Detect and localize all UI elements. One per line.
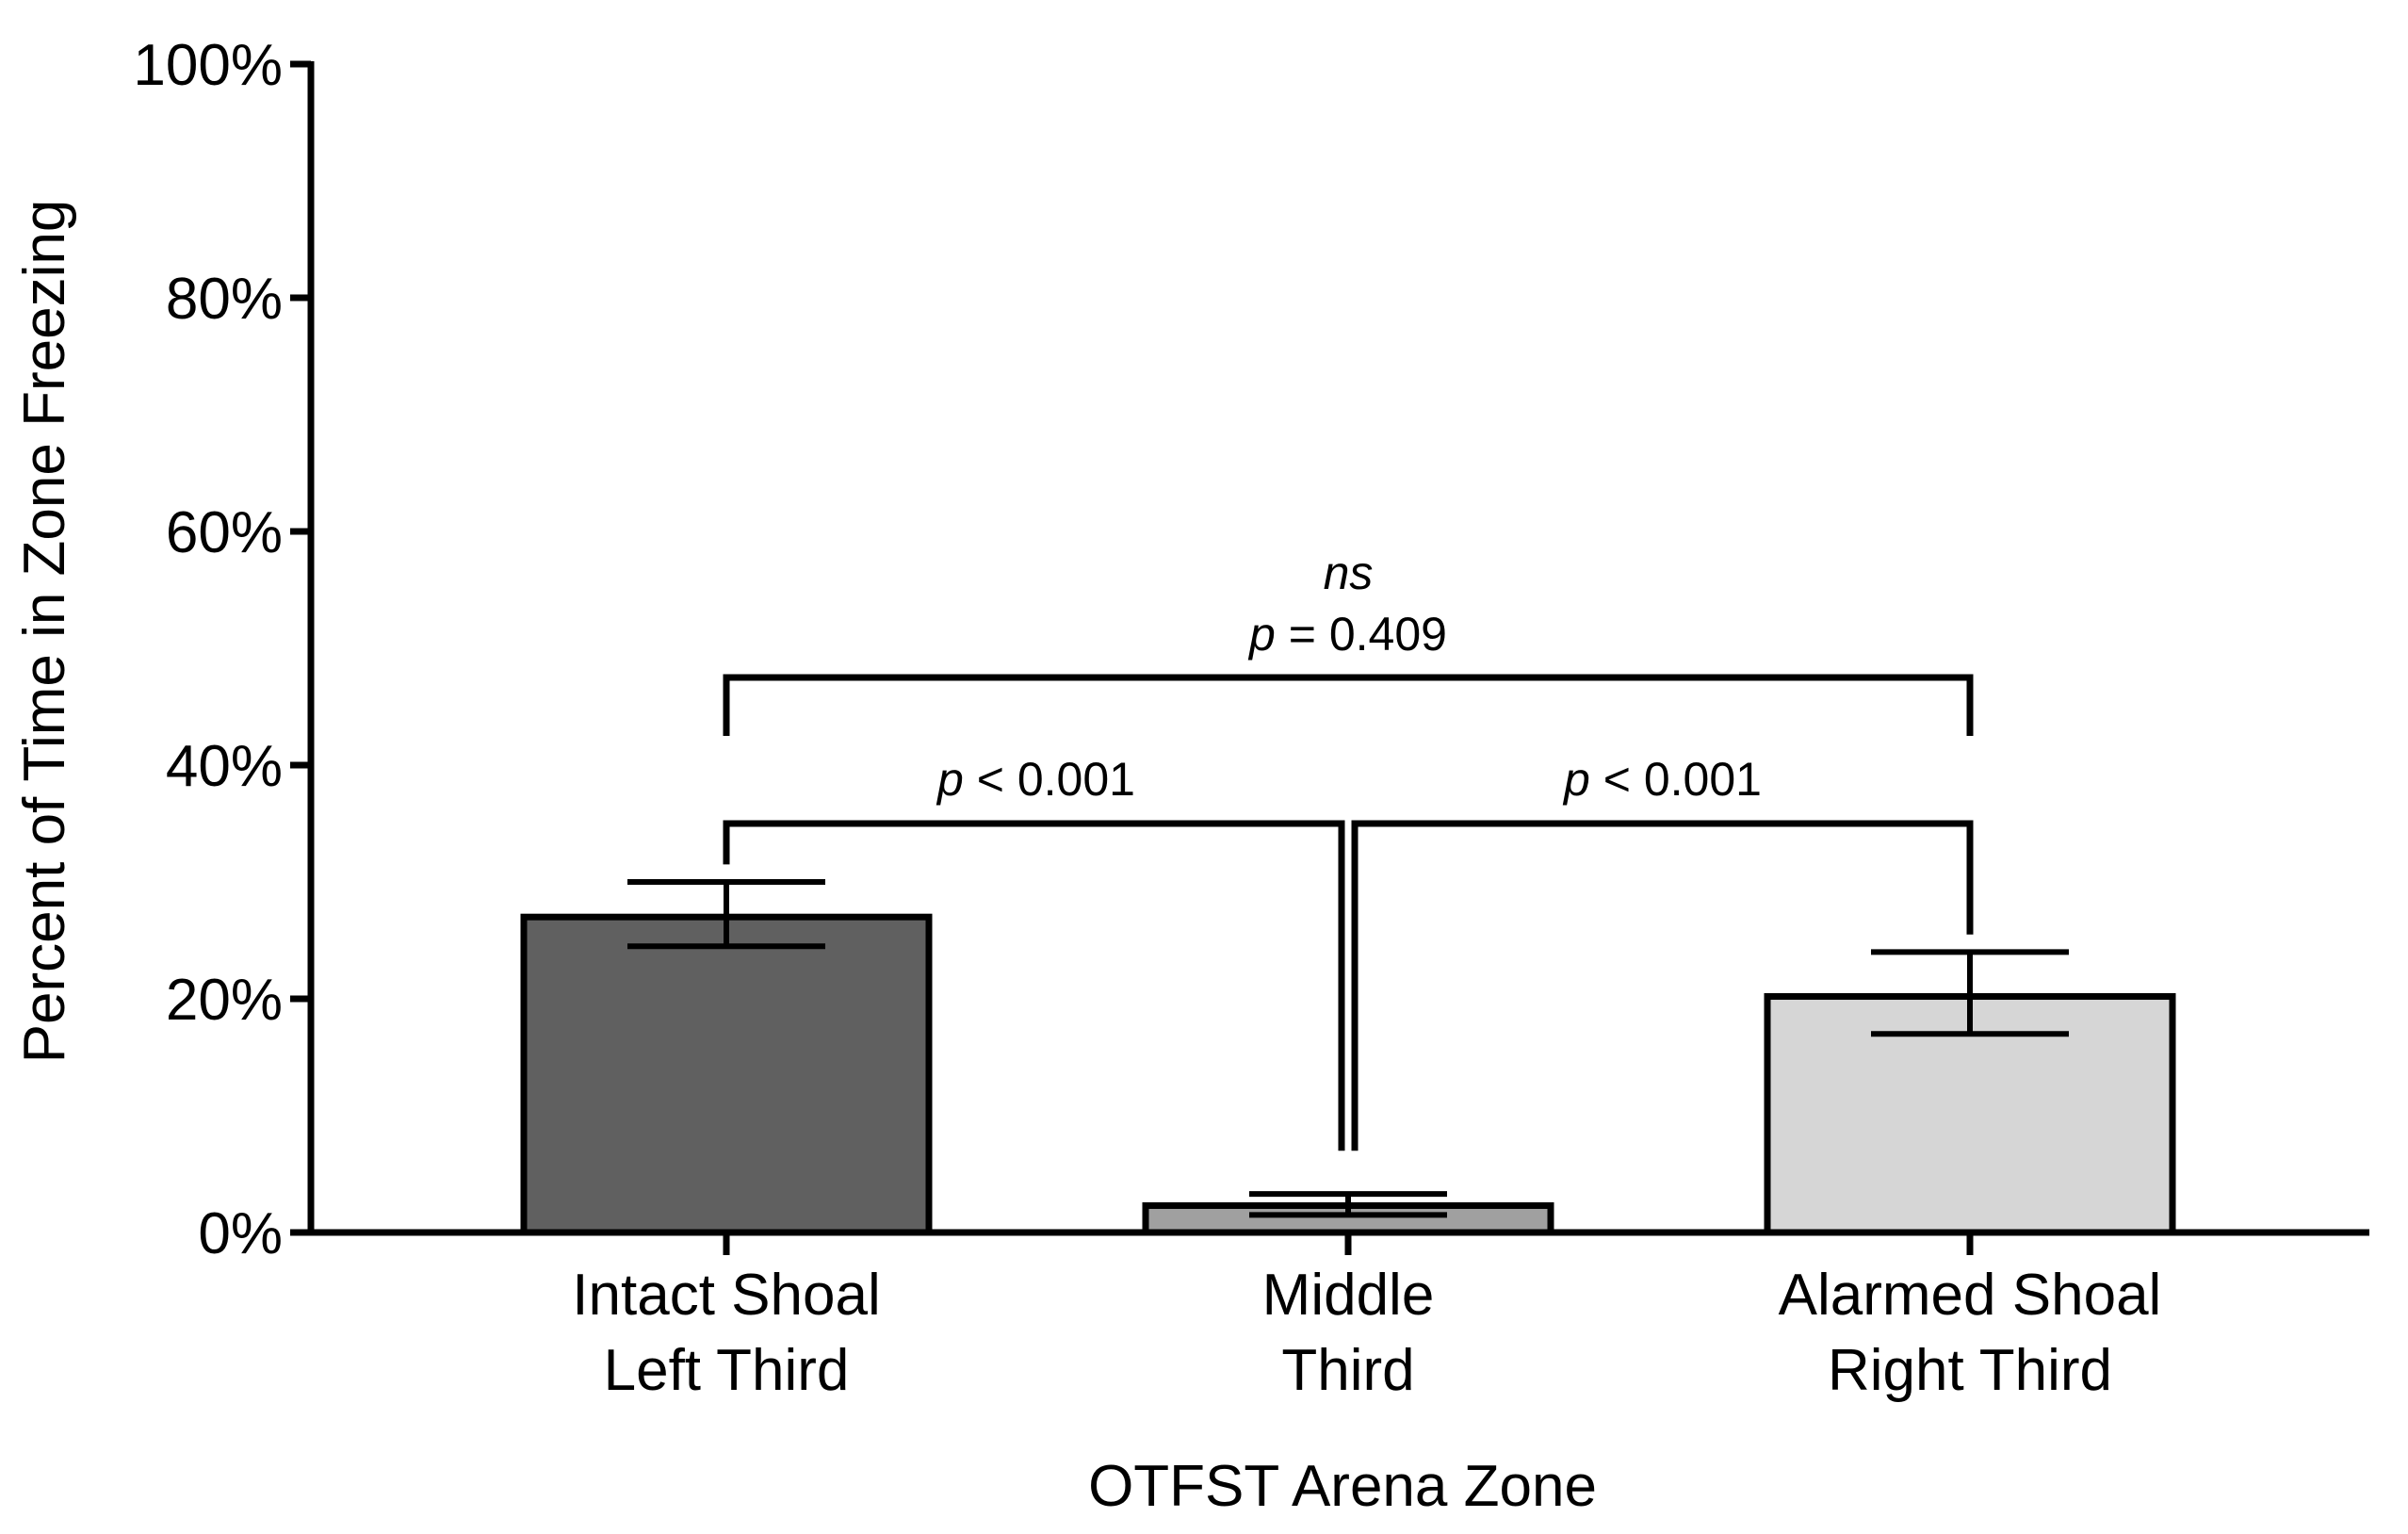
bracket-left-right [723, 674, 1974, 736]
y-tick-label: 40% [166, 734, 283, 799]
bracket-left-middle [723, 820, 1345, 1151]
x-tick-label: Right Third [1828, 1338, 2112, 1403]
y-axis: 0% 20% 40% 60% 80% 100% [133, 33, 315, 1266]
y-tick-label: 80% [166, 267, 283, 332]
y-tick-label: 100% [133, 33, 283, 98]
bars [520, 913, 2176, 1236]
x-tick-label: Left Third [604, 1338, 850, 1403]
error-bars [627, 879, 2069, 1218]
bracket-label-left-right: p = 0.409 [1247, 608, 1447, 661]
bracket-label-ns: ns [1324, 547, 1374, 599]
y-tick-label: 60% [166, 500, 283, 565]
x-axis: Intact Shoal Left Third Middle Third Alarmed… [308, 1229, 2369, 1403]
x-tick-label: Third [1281, 1338, 1414, 1403]
bar [520, 913, 933, 1236]
x-tick-label: Alarmed Shoal [1779, 1263, 2162, 1328]
x-tick-label: Intact Shoal [572, 1263, 880, 1328]
y-axis-title: Percent of Time in Zone Freezing [12, 200, 77, 1064]
y-tick-label: 20% [166, 968, 283, 1033]
y-tick-label: 0% [198, 1201, 283, 1266]
bracket-middle-right [1351, 820, 1974, 1151]
bracket-label-left-middle: p < 0.001 [936, 753, 1135, 806]
significance-brackets: p < 0.001 p < 0.001 ns p = 0.409 [723, 547, 1974, 1151]
x-tick-label: Middle [1262, 1263, 1435, 1328]
bracket-label-middle-right: p < 0.001 [1562, 753, 1762, 806]
x-axis-title: OTFST Arena Zone [1088, 1454, 1597, 1519]
